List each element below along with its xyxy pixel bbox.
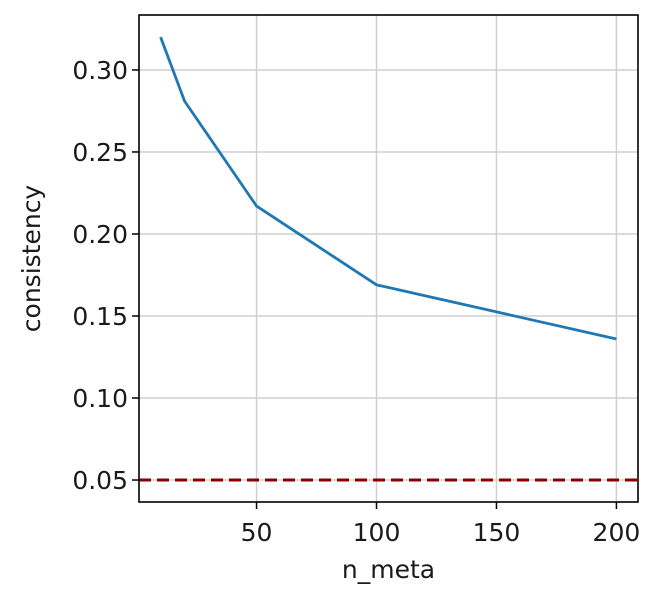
y-tick-label: 0.05 — [72, 466, 128, 495]
x-tick-label: 50 — [241, 518, 273, 547]
y-tick-label: 0.30 — [72, 56, 128, 85]
series-line — [159, 36, 617, 341]
plot-frame — [138, 14, 639, 503]
grid — [139, 15, 638, 502]
x-tick-label: 100 — [353, 518, 401, 547]
y-axis-ticks: 0.05 0.10 0.15 0.20 0.25 0.30 — [72, 56, 139, 495]
series-group — [159, 36, 617, 341]
y-tick-label: 0.10 — [72, 384, 128, 413]
y-tick-label: 0.15 — [72, 302, 128, 331]
y-axis-label: consistency — [17, 185, 46, 333]
y-tick-label: 0.25 — [72, 138, 128, 167]
y-tick-label: 0.20 — [72, 220, 128, 249]
x-axis-ticks: 50 100 150 200 — [241, 502, 641, 547]
x-axis-label: n_meta — [342, 555, 435, 584]
x-tick-label: 200 — [593, 518, 641, 547]
x-tick-label: 150 — [473, 518, 521, 547]
